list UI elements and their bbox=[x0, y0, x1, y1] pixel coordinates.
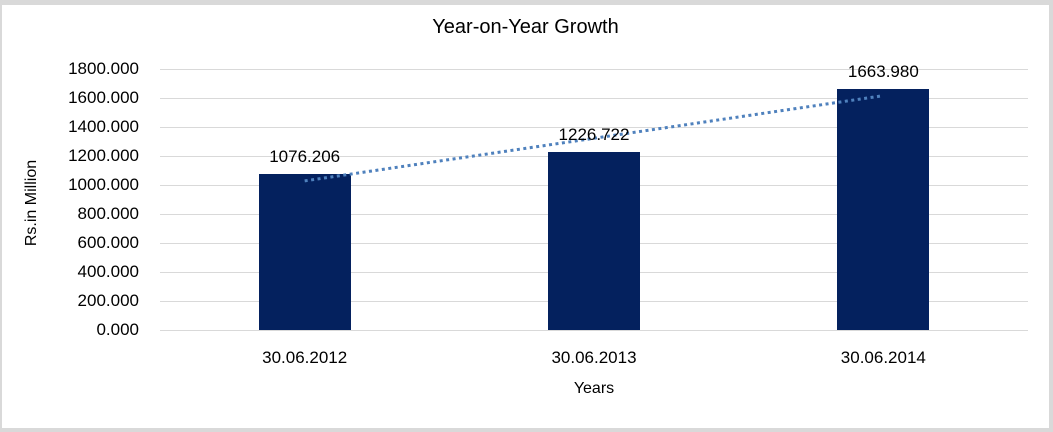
y-tick-label: 1000.000 bbox=[68, 175, 139, 194]
x-tick-label: 30.06.2012 bbox=[262, 348, 348, 367]
bar-30.06.2014 bbox=[837, 88, 930, 330]
x-tick-label: 30.06.2014 bbox=[840, 348, 926, 367]
y-tick-label: 1800.000 bbox=[68, 59, 139, 78]
gridline bbox=[160, 69, 1028, 70]
gridline bbox=[160, 127, 1028, 128]
gridline bbox=[160, 98, 1028, 99]
data-label: 1226.722 bbox=[558, 125, 630, 145]
y-tick-label: 1600.000 bbox=[68, 88, 139, 107]
data-label: 1076.206 bbox=[269, 146, 341, 166]
bar-30.06.2013 bbox=[548, 152, 640, 330]
y-axis-title: Rs.in Million bbox=[23, 159, 40, 247]
y-tick-label: 800.000 bbox=[77, 204, 139, 223]
y-tick-label: 600.000 bbox=[77, 233, 139, 252]
y-tick-label: 0.000 bbox=[96, 320, 139, 339]
chart-title: Year-on-Year Growth bbox=[432, 16, 619, 38]
data-label: 1663.980 bbox=[847, 61, 919, 81]
bar-30.06.2012 bbox=[258, 173, 351, 330]
trendline bbox=[304, 94, 884, 183]
y-tick-label: 400.000 bbox=[77, 262, 139, 281]
y-tick-label: 1400.000 bbox=[68, 117, 139, 136]
x-axis-title: Years bbox=[573, 380, 615, 397]
y-tick-label: 200.000 bbox=[77, 291, 139, 310]
gridline bbox=[160, 330, 1028, 331]
y-tick-label: 1200.000 bbox=[68, 146, 139, 165]
plot-area bbox=[160, 69, 1028, 331]
x-tick-label: 30.06.2013 bbox=[551, 348, 637, 367]
